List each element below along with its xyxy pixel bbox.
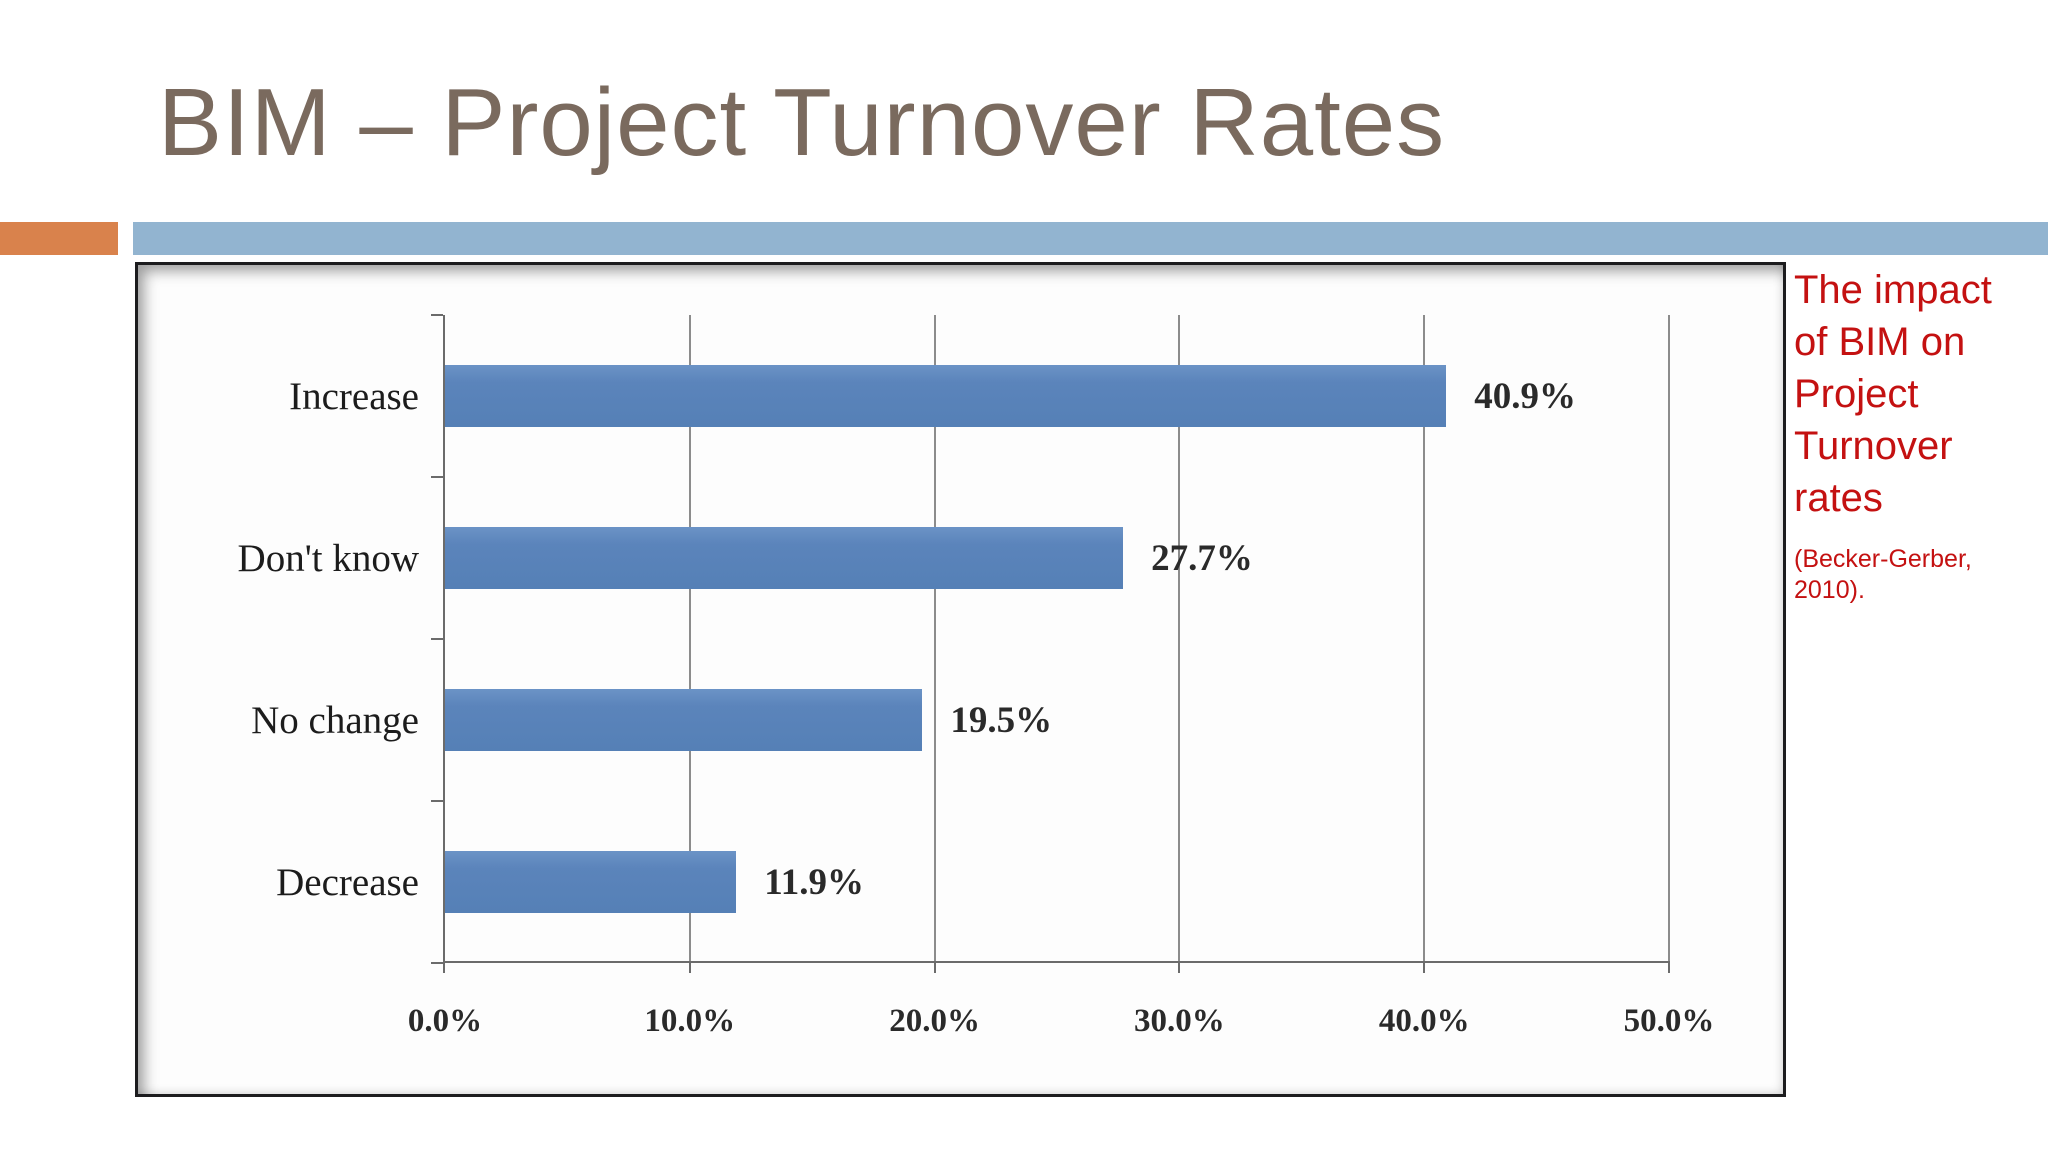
bar-value-label: 19.5% [950, 699, 1053, 741]
x-axis-label: 0.0% [407, 1003, 483, 1039]
y-axis-tick [431, 962, 443, 964]
bar-row-decrease: Decrease 11.9% [276, 801, 1669, 963]
slide-title: BIM – Project Turnover Rates [158, 69, 1446, 176]
category-label: Increase [289, 374, 419, 418]
bar [445, 365, 1447, 427]
x-axis-label: 20.0% [889, 1003, 980, 1039]
bar-row-no-change: No change 19.5% [251, 639, 1669, 801]
side-note-citation: (Becker-Gerber, 2010). [1794, 545, 1972, 604]
x-axis-tick [1423, 961, 1426, 973]
bar-value-label: 11.9% [764, 861, 865, 903]
x-axis-label: 40.0% [1378, 1003, 1470, 1039]
bar [445, 689, 923, 751]
side-note-heading: The impact of BIM on Project Turnover ra… [1794, 268, 1992, 520]
category-label: Decrease [276, 860, 419, 904]
x-axis-tick [688, 961, 691, 973]
y-axis-tick [431, 314, 443, 316]
category-label: Don't know [237, 536, 419, 580]
bar-row-increase: Increase 40.9% [289, 315, 1669, 477]
category-label: No change [251, 698, 419, 742]
x-axis-label: 10.0% [644, 1003, 736, 1039]
gridline-20pct [933, 315, 936, 961]
gridline-40pct [1423, 315, 1426, 961]
y-axis-tick [431, 476, 443, 478]
bar [445, 527, 1124, 589]
accent-bar-orange [0, 222, 118, 255]
side-note: The impact of BIM on Project Turnover ra… [1794, 264, 2046, 605]
x-axis-tick [443, 961, 445, 973]
y-axis-tick [431, 800, 443, 802]
gridline-50pct [1668, 315, 1670, 961]
bar-chart-plot-area: Increase 40.9% Don't know 27.7% No chang… [238, 314, 1714, 1039]
y-axis-tick [431, 638, 443, 640]
x-axis-tick [933, 961, 936, 973]
x-axis-label: 30.0% [1134, 1003, 1225, 1039]
bar [445, 851, 737, 913]
accent-bar-blue [133, 222, 2048, 255]
bar-value-label: 40.9% [1474, 375, 1576, 417]
bar-row-dont-know: Don't know 27.7% [238, 477, 1669, 639]
x-axis-tick [1668, 961, 1670, 973]
x-axis-tick [1178, 961, 1181, 973]
gridline-10pct [688, 315, 691, 961]
x-axis-label: 50.0% [1623, 1003, 1715, 1039]
gridline-30pct [1178, 315, 1181, 961]
chart-frame: Increase 40.9% Don't know 27.7% No chang… [135, 262, 1786, 1097]
bar-value-label: 27.7% [1151, 537, 1253, 579]
